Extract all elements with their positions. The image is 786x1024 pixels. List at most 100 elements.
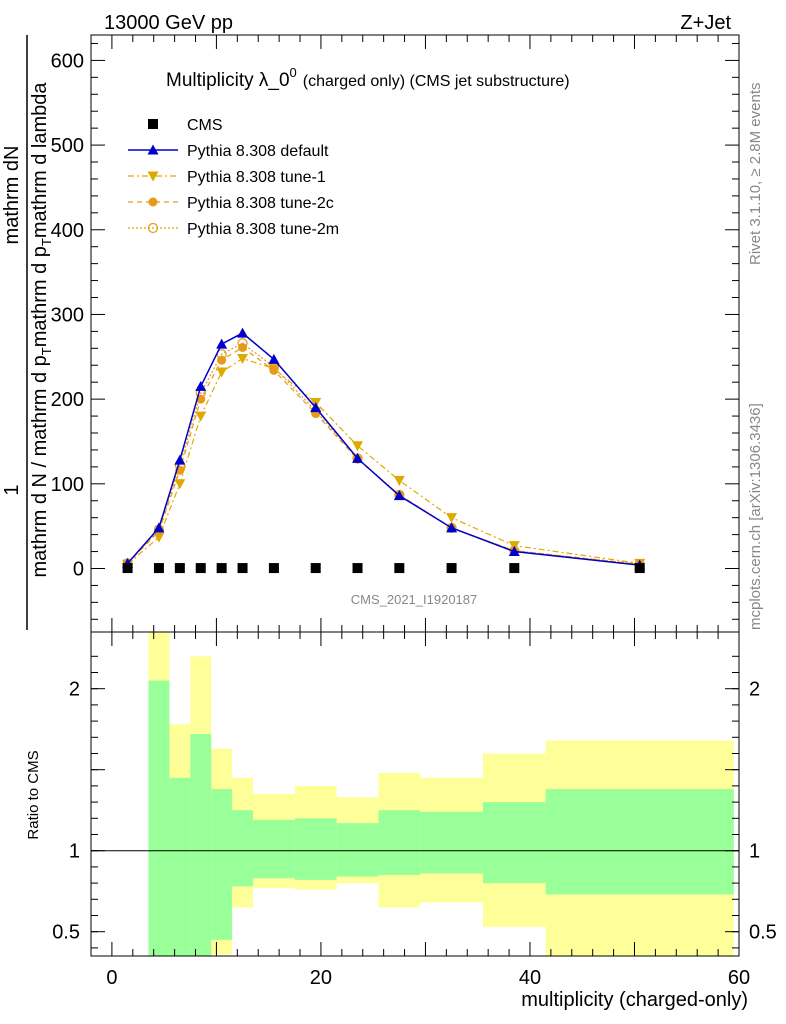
y-label-denominator: mathrm d N / mathrm d pTmathrm d pTmathr… [29,82,54,578]
inner-band-bin-7 [336,823,379,877]
inner-band-bin-2 [190,734,212,956]
data-point [634,563,645,574]
data-point [310,402,322,413]
x-tick-label: 20 [310,967,332,989]
side-mcplots: mcplots.cern.ch [arXiv:1306.3436] [747,403,764,630]
legend-entry: Pythia 8.308 tune-2c [128,195,334,212]
y-tick-label: 200 [51,389,84,411]
y-tick-label: 600 [51,50,84,72]
inner-band-bin-8 [378,810,421,875]
y-tick-label: 0 [73,558,84,580]
x-tick-label: 60 [728,967,750,989]
legend-label: CMS [187,117,223,134]
inner-band-bin-6 [294,818,337,880]
data-point [153,522,165,533]
data-point [237,338,248,349]
inner-band-bin-4 [232,810,253,887]
side-rivet: Rivet 3.1.10, ≥ 2.8M events [747,83,764,266]
data-point [352,452,364,463]
ratio-bands [148,632,734,956]
ratio-y-tick-label-right: 0.5 [749,922,777,944]
legend-marker [147,171,159,182]
legend-entry: Pythia 8.308 tune-2m [128,221,339,238]
data-point [268,563,279,574]
y-tick-label: 400 [51,220,84,242]
legend-label: Pythia 8.308 tune-2m [187,221,339,238]
data-point [446,513,458,524]
chart-title: Multiplicity λ_00 (charged only) (CMS jet… [166,65,570,91]
header-left: 13000 GeV pp [104,12,233,34]
plot-frames [90,34,740,957]
ratio-y-tick-label-left: 1 [69,841,80,863]
legend-marker [148,197,158,207]
legend-entry: CMS [148,117,223,134]
y-tick-label: 300 [51,304,84,326]
inner-band-bin-5 [253,819,295,879]
data-point [509,563,520,574]
data-point [394,563,405,574]
series-line [127,332,640,566]
ratio-y-tick-label-right: 2 [749,679,760,701]
data-point [393,475,405,486]
inner-band-bin-1 [169,777,191,956]
x-tick-label: 0 [106,967,117,989]
y-label-numerator-1: 1 [1,484,23,495]
data-point [216,563,227,574]
data-point [216,367,228,378]
series-pythia-8-308-tune-2m [122,338,645,570]
main-plot-series [122,327,646,574]
legend-label: Pythia 8.308 tune-2c [187,195,334,212]
legend-label: Pythia 8.308 default [187,143,329,160]
title-main: Multiplicity λ_0 [166,70,290,91]
legend-marker [148,119,158,129]
legend-marker [147,222,159,234]
legend-marker [147,144,159,155]
watermark: CMS_2021_I1920187 [351,592,478,607]
data-point [268,353,280,364]
data-point [153,532,165,543]
y-tick-label: 500 [51,135,84,157]
inner-band-bin-9 [420,811,483,874]
data-point [195,411,207,422]
header-right: Z+Jet [680,12,731,34]
x-axis-label: multiplicity (charged-only) [521,989,748,1011]
data-point [352,563,363,574]
inner-band-bin-10 [482,802,546,884]
inner-band-bin-11 [545,789,734,895]
series-pythia-8-308-default [122,327,646,570]
data-point [216,338,228,349]
title-sup: 0 [290,65,297,80]
data-point [352,441,364,452]
legend-label: Pythia 8.308 tune-1 [187,169,326,186]
series-line [127,342,640,565]
series-cms [122,563,645,574]
data-point [174,479,186,490]
data-point [237,327,249,338]
data-point [122,563,133,574]
ratio-y-label: Ratio to CMS [25,750,42,839]
data-point [446,522,458,533]
legend-entry: Pythia 8.308 tune-1 [128,169,326,186]
series-pythia-8-308-tune-2c [123,342,645,569]
title-tail: (charged only) (CMS jet substructure) [303,73,570,90]
inner-band-bin-3 [211,789,233,940]
data-point [393,490,405,501]
y-tick-label: 100 [51,474,84,496]
legend-entry: Pythia 8.308 default [128,143,329,160]
data-point [174,454,186,465]
ratio-y-tick-label-left: 2 [69,679,80,701]
data-point [153,563,164,574]
data-point [508,546,520,557]
inner-band-bin-0 [148,680,170,956]
data-point [174,563,185,574]
main-y-label: 1 mathrm dN mathrm d N / mathrm d pTmath… [1,35,54,630]
ratio-y-tick-label-left: 0.5 [52,922,80,944]
data-point [195,380,207,391]
legend: CMS Pythia 8.308 default Pythia 8.308 tune… [128,117,339,238]
data-point [237,563,248,574]
data-point [237,353,249,364]
ratio-y-tick-label-right: 1 [749,841,760,863]
data-point [310,563,321,574]
